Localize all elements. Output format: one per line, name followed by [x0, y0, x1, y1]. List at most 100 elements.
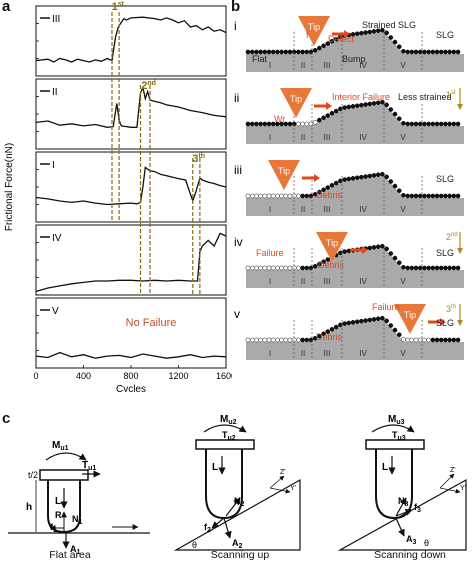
- graphene-atom: [447, 265, 452, 271]
- graphene-atom: [426, 265, 431, 271]
- schematic-label: Flat: [252, 54, 268, 64]
- graphene-atom: [329, 326, 335, 332]
- afm-tip: [316, 232, 348, 262]
- scan-arrowhead: [344, 30, 350, 38]
- graphene-atom: [258, 121, 263, 127]
- graphene-atom: [409, 265, 415, 271]
- graphene-atom: [308, 337, 314, 343]
- graphene-atom: [350, 104, 356, 109]
- graphene-atom: [384, 30, 389, 36]
- graphene-atom: [279, 337, 284, 343]
- subplot-ii: II: [35, 78, 227, 150]
- graphene-atom: [296, 265, 301, 271]
- z-label-down: Z': [450, 467, 456, 474]
- graphene-atom: [275, 337, 280, 343]
- series-label: IV: [52, 233, 62, 244]
- thickness-label: t/2: [28, 470, 38, 480]
- y-label-down: Y': [460, 485, 466, 492]
- graphene-atom: [363, 102, 368, 107]
- graphene-atom: [384, 246, 389, 252]
- graphene-atom: [443, 49, 448, 55]
- subplot-frame: [35, 78, 227, 150]
- graphene-atom: [317, 261, 322, 267]
- graphene-atom: [434, 121, 440, 127]
- graphene-atom: [258, 337, 263, 343]
- graphene-atom: [317, 333, 322, 339]
- load-label: L: [55, 496, 61, 507]
- tip-body-up: [205, 446, 243, 520]
- graphene-atom: [422, 337, 427, 343]
- graphene-atom: [401, 336, 406, 342]
- graphene-atom: [405, 121, 410, 127]
- height-label: h: [26, 502, 32, 513]
- friction-chart: IIIIIIIVV040080012001600CyclesFrictional…: [4, 1, 232, 392]
- graphene-atom: [283, 265, 289, 271]
- tip-label: Tip: [278, 166, 290, 176]
- graphene-atom: [434, 337, 440, 343]
- schematic-label: 3: [446, 304, 451, 314]
- graphene-atom: [426, 337, 431, 343]
- tip-label: Tip: [290, 94, 302, 104]
- substrate: [246, 104, 464, 144]
- schematic-label: SLG: [436, 30, 454, 40]
- graphene-atom: [342, 105, 347, 110]
- series-label: II: [52, 87, 58, 98]
- graphene-atom: [451, 121, 457, 127]
- graphene-atom: [308, 265, 314, 271]
- graphene-atom: [451, 193, 457, 199]
- graphene-atom: [451, 265, 457, 271]
- graphene-atom: [405, 49, 410, 55]
- graphene-atom: [455, 121, 461, 127]
- zone-label: I: [269, 349, 271, 358]
- graphene-atom: [254, 121, 259, 127]
- zone-label: I: [269, 277, 271, 286]
- graphene-atom: [266, 193, 272, 199]
- afm-tip: [268, 160, 300, 190]
- graphene-atom: [363, 174, 368, 179]
- zone-label: II: [301, 61, 305, 70]
- subplot-v: V: [35, 297, 227, 369]
- graphene-atom: [275, 265, 280, 271]
- series-line-iv: [35, 232, 227, 293]
- graphene-atom: [401, 120, 406, 126]
- graphene-atom: [249, 265, 255, 271]
- series-line-ii: [35, 85, 227, 128]
- graphene-atom: [254, 193, 259, 199]
- moment-label: Mu1: [52, 440, 69, 452]
- graphene-atom: [346, 320, 352, 326]
- failure-marker-label: 2nd: [141, 80, 156, 92]
- graphene-atom: [312, 119, 318, 125]
- subplot-i: I: [35, 151, 227, 223]
- graphene-atom: [430, 121, 436, 127]
- graphene-atom: [455, 193, 461, 199]
- schematic-label: nd: [451, 232, 458, 238]
- graphene-atom: [430, 337, 436, 343]
- x-tick-label: 400: [76, 371, 91, 381]
- graphene-atom: [354, 175, 360, 181]
- zone-label: IV: [359, 61, 367, 70]
- graphene-atom: [392, 327, 398, 333]
- x-axis-label: Cycles: [116, 384, 146, 392]
- scan-arrowhead: [440, 318, 446, 326]
- graphene-atom: [338, 106, 343, 112]
- graphene-atom: [375, 172, 381, 178]
- caption-flat-area: Flat area: [49, 549, 91, 561]
- graphene-atom: [405, 337, 410, 343]
- graphene-atom: [325, 113, 331, 118]
- zone-label: I: [269, 205, 271, 214]
- graphene-atom: [367, 29, 373, 35]
- series-label: V: [52, 306, 59, 317]
- graphene-atom: [384, 318, 389, 324]
- graphene-atom: [409, 193, 415, 199]
- afm-tip: [280, 88, 312, 118]
- load-label-down: L: [382, 462, 388, 473]
- graphene-atom: [350, 320, 356, 325]
- graphene-atom: [287, 337, 293, 343]
- schematic-label: Failure: [372, 302, 400, 312]
- scanning-up-diagram: Mu2 Tu2 L N2 f2 A2 θ Z' Y': [173, 414, 301, 551]
- cantilever-up: [195, 439, 255, 450]
- zone-label: V: [400, 349, 406, 358]
- graphene-atom: [300, 121, 305, 127]
- schematic-label: Debris: [318, 260, 345, 270]
- load-label-up: L: [212, 462, 218, 473]
